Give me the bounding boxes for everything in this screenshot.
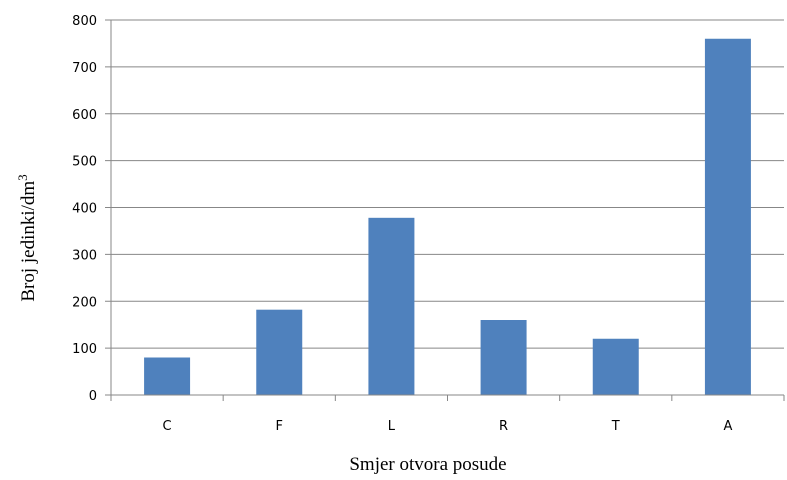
bar-T bbox=[592, 338, 639, 395]
y-tick-label: 200 bbox=[72, 295, 97, 310]
bars bbox=[144, 38, 751, 395]
y-tick-label: 0 bbox=[89, 389, 97, 404]
gridlines bbox=[105, 19, 784, 396]
bar-A bbox=[704, 38, 751, 395]
y-tick-label: 700 bbox=[72, 61, 97, 76]
bar-F bbox=[256, 309, 303, 395]
y-axis-title-superscript: 3 bbox=[15, 174, 30, 181]
bar-R bbox=[480, 320, 527, 395]
y-tick-labels: 0 100 200 300 400 500 600 700 800 bbox=[72, 14, 97, 404]
x-tick-label: L bbox=[388, 419, 396, 434]
axes bbox=[105, 20, 784, 401]
x-tick-label: F bbox=[276, 419, 283, 434]
y-tick-label: 600 bbox=[72, 108, 97, 123]
x-tick-label: R bbox=[499, 419, 508, 434]
y-axis-title: Broj jedinki/dm3 bbox=[15, 174, 39, 301]
x-tick-label: C bbox=[163, 419, 172, 434]
y-tick-label: 100 bbox=[72, 342, 97, 357]
y-axis-title-main: Broj jedinki/dm bbox=[18, 181, 39, 302]
x-tick-label: A bbox=[723, 419, 732, 434]
y-tick-label: 500 bbox=[72, 155, 97, 170]
y-tick-label: 800 bbox=[72, 14, 97, 29]
x-axis-title: Smjer otvora posude bbox=[349, 454, 506, 475]
bar-C bbox=[144, 357, 191, 395]
y-tick-label: 300 bbox=[72, 248, 97, 263]
x-tick-label: T bbox=[611, 419, 620, 434]
y-tick-label: 400 bbox=[72, 202, 97, 217]
bar-L bbox=[368, 217, 415, 395]
